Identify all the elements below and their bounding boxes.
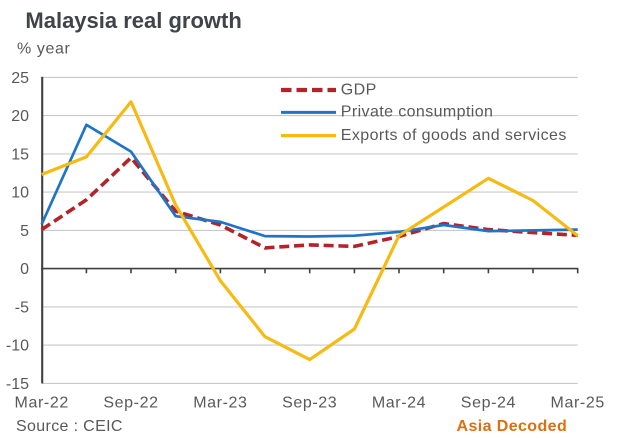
svg-text:Malaysia real growth: Malaysia real growth: [25, 8, 241, 33]
svg-text:20: 20: [11, 108, 29, 125]
svg-text:Sep-24: Sep-24: [461, 395, 516, 412]
svg-text:Mar-22: Mar-22: [15, 395, 69, 412]
svg-text:GDP: GDP: [341, 81, 377, 98]
svg-text:Mar-24: Mar-24: [372, 395, 426, 412]
svg-text:-10: -10: [6, 338, 29, 355]
svg-text:Private consumption: Private consumption: [341, 104, 494, 121]
svg-text:-5: -5: [15, 300, 29, 317]
svg-text:10: 10: [11, 185, 29, 202]
svg-text:Sep-23: Sep-23: [282, 395, 337, 412]
svg-text:25: 25: [11, 70, 29, 87]
svg-text:Source : CEIC: Source : CEIC: [16, 418, 123, 435]
svg-text:15: 15: [11, 147, 29, 164]
svg-text:Exports of goods and services: Exports of goods and services: [341, 127, 567, 144]
svg-text:Asia Decoded: Asia Decoded: [457, 418, 568, 435]
svg-text:5: 5: [20, 223, 29, 240]
svg-text:Mar-25: Mar-25: [551, 395, 605, 412]
svg-text:Sep-22: Sep-22: [103, 395, 158, 412]
svg-text:Mar-23: Mar-23: [193, 395, 247, 412]
svg-text:-15: -15: [6, 376, 29, 393]
svg-text:0: 0: [20, 261, 29, 278]
svg-text:% year: % year: [17, 40, 70, 57]
